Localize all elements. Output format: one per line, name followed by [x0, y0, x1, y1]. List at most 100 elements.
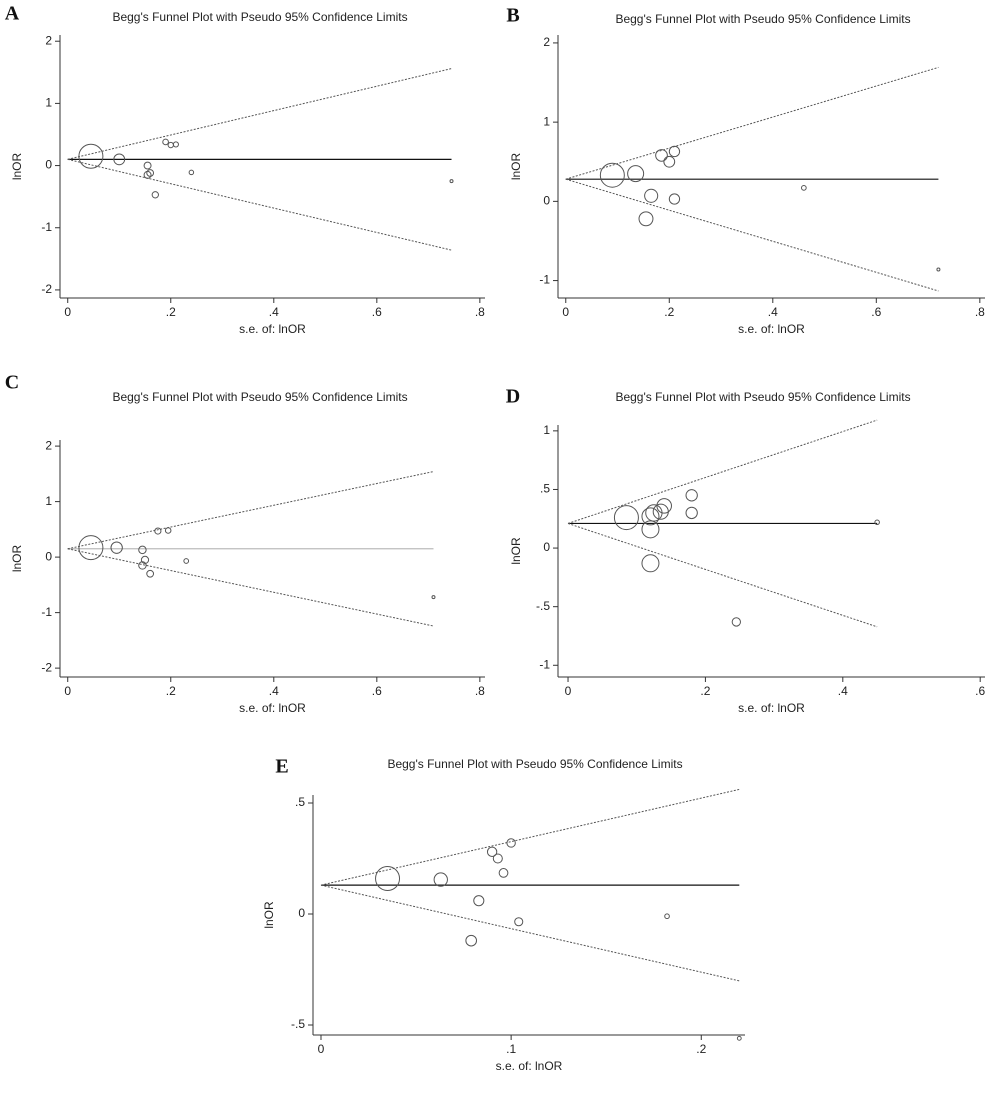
y-tick-label: -.5 — [536, 599, 550, 613]
study-point — [140, 555, 150, 564]
y-tick-label: -.5 — [291, 1017, 305, 1031]
x-tick-label: .8 — [475, 305, 485, 319]
study-point — [731, 617, 741, 627]
x-axis-label: s.e. of: lnOR — [738, 701, 805, 715]
study-point — [655, 149, 668, 162]
lower-limit — [567, 522, 878, 628]
x-tick-label: .6 — [871, 305, 881, 319]
y-tick-label: -2 — [41, 660, 52, 674]
x-tick-label: 0 — [562, 305, 569, 319]
y-tick-label: -2 — [41, 282, 52, 296]
study-point — [645, 504, 663, 522]
study-point — [375, 865, 401, 891]
study-point — [151, 191, 159, 199]
study-point — [146, 569, 155, 578]
x-tick-label: .2 — [696, 1042, 706, 1056]
x-tick-label: .2 — [166, 684, 176, 698]
y-tick-label: .5 — [540, 482, 550, 496]
chart-title: Begg's Funnel Plot with Pseudo 95% Confi… — [615, 12, 910, 26]
x-tick-label: .2 — [664, 305, 674, 319]
study-point — [431, 595, 436, 600]
study-point — [188, 169, 195, 176]
chart-title: Begg's Funnel Plot with Pseudo 95% Confi… — [112, 10, 407, 24]
panel-label: A — [5, 3, 20, 25]
study-point — [801, 185, 807, 191]
x-tick-label: .6 — [372, 305, 382, 319]
upper-limit — [565, 66, 939, 180]
y-tick-label: 1 — [543, 423, 550, 437]
study-point — [498, 868, 509, 878]
study-point — [656, 498, 672, 514]
chart-title: Begg's Funnel Plot with Pseudo 95% Confi… — [615, 390, 910, 404]
upper-limit — [320, 788, 740, 886]
x-tick-label: .4 — [838, 684, 848, 698]
y-tick-label: 1 — [543, 114, 550, 128]
study-point — [641, 507, 660, 526]
study-point — [154, 527, 162, 535]
x-tick-label: 0 — [64, 684, 71, 698]
chart-title: Begg's Funnel Plot with Pseudo 95% Confi… — [387, 757, 682, 771]
x-tick-label: 0 — [318, 1042, 325, 1056]
study-point — [627, 165, 645, 183]
study-point — [146, 169, 155, 177]
study-point — [641, 520, 660, 539]
study-point — [644, 188, 659, 203]
y-tick-label: 0 — [543, 540, 550, 554]
study-point — [172, 141, 179, 148]
study-point — [473, 895, 485, 907]
study-point — [641, 554, 660, 573]
y-axis-label: lnOR — [509, 152, 523, 180]
study-point — [685, 489, 698, 502]
lower-limit — [67, 158, 452, 251]
study-point — [138, 545, 147, 555]
y-tick-label: -1 — [539, 273, 550, 287]
study-point — [599, 162, 625, 188]
study-point — [664, 913, 670, 920]
study-point — [613, 505, 639, 531]
study-point — [486, 846, 498, 858]
x-tick-label: .1 — [506, 1042, 516, 1056]
y-tick-label: 1 — [45, 494, 52, 508]
study-point — [78, 143, 104, 169]
study-point — [874, 519, 880, 526]
upper-limit — [567, 419, 878, 524]
panel-label: B — [506, 5, 519, 27]
x-tick-label: 0 — [565, 684, 572, 698]
x-tick-label: 0 — [64, 305, 71, 319]
study-point — [668, 145, 681, 158]
x-axis-label: s.e. of: lnOR — [239, 701, 306, 715]
study-point — [668, 193, 681, 205]
x-axis-label: s.e. of: lnOR — [239, 322, 306, 336]
upper-limit — [67, 68, 452, 160]
y-tick-label: -1 — [41, 220, 52, 234]
x-tick-label: .6 — [372, 684, 382, 698]
study-point — [685, 506, 698, 520]
x-tick-label: .4 — [768, 305, 778, 319]
y-tick-label: 0 — [45, 158, 52, 172]
y-axis-label: lnOR — [10, 152, 24, 180]
panel-label: E — [275, 756, 288, 778]
y-tick-label: 2 — [45, 33, 52, 47]
x-tick-label: .4 — [269, 684, 279, 698]
y-axis-label: lnOR — [10, 544, 24, 572]
y-tick-label: .5 — [295, 795, 305, 809]
y-tick-label: 0 — [298, 906, 305, 920]
study-point — [167, 141, 174, 149]
x-tick-label: .2 — [166, 305, 176, 319]
study-point — [433, 872, 448, 887]
x-axis-label: s.e. of: lnOR — [738, 322, 805, 336]
chart-title: Begg's Funnel Plot with Pseudo 95% Confi… — [112, 390, 407, 404]
lower-limit — [320, 884, 740, 982]
y-tick-label: 1 — [45, 96, 52, 110]
y-tick-label: 0 — [543, 194, 550, 208]
y-axis-label: lnOR — [262, 901, 276, 929]
x-tick-label: .4 — [269, 305, 279, 319]
y-tick-label: 2 — [543, 35, 550, 49]
y-axis-label: lnOR — [509, 537, 523, 565]
x-tick-label: .2 — [700, 684, 710, 698]
y-tick-label: 2 — [45, 438, 52, 452]
study-point — [514, 917, 524, 927]
study-point — [113, 153, 126, 166]
panel-label: D — [506, 386, 520, 408]
y-tick-label: -1 — [539, 657, 550, 671]
